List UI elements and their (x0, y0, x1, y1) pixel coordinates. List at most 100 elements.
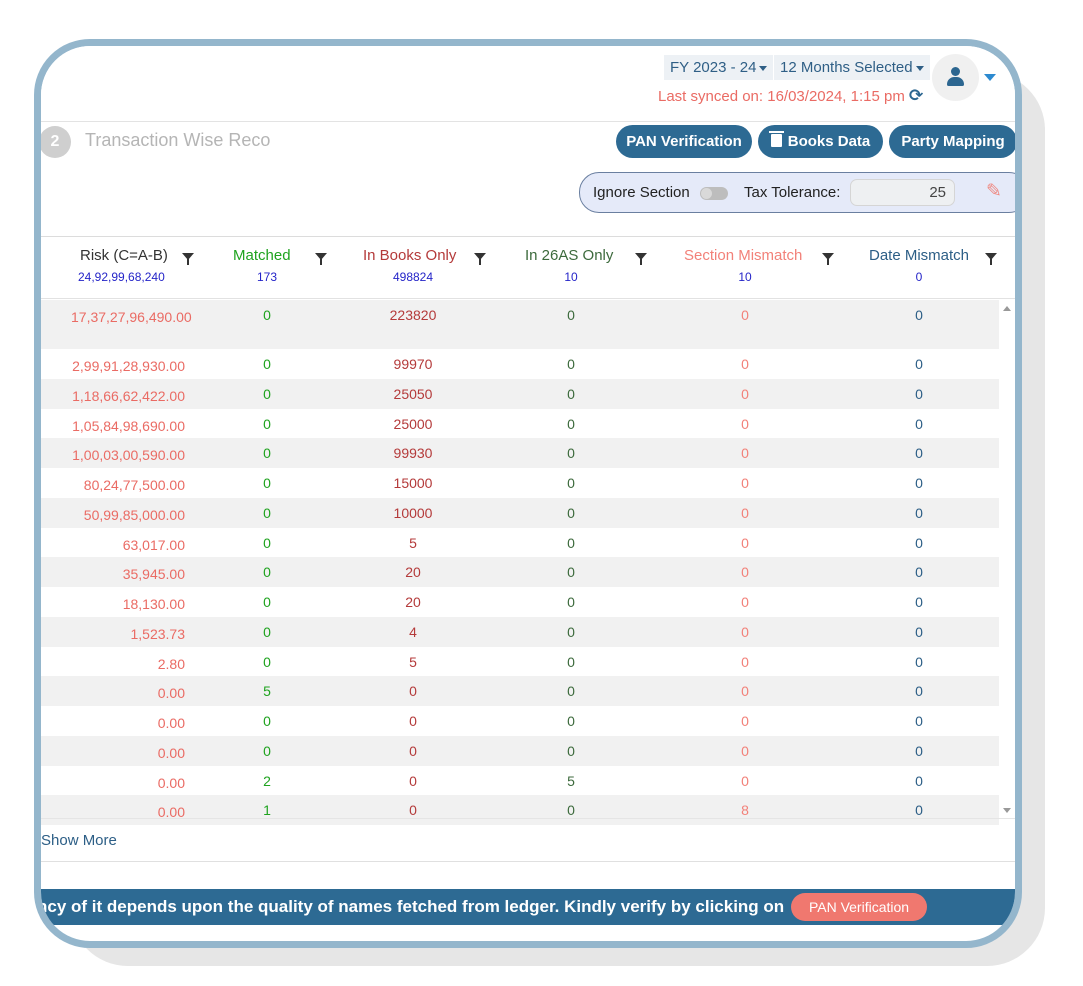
pan-verification-button[interactable]: PAN Verification (616, 125, 752, 158)
show-more-link[interactable]: Show More (41, 832, 117, 849)
divider (41, 236, 1015, 237)
column-header: Matched (233, 247, 327, 265)
risk-cell: 35,945.00 (122, 566, 185, 583)
table-row[interactable]: 0.00 0 0 0 0 0 (41, 735, 999, 766)
date-mismatch-cell: 0 (915, 445, 923, 462)
risk-cell: 2.80 (157, 655, 185, 672)
books-only-cell: 0 (409, 713, 417, 729)
table-row[interactable]: 2.80 0 5 0 0 0 (41, 647, 999, 677)
risk-cell: 1,00,03,00,590.00 (72, 447, 185, 464)
books-data-button[interactable]: Books Data (758, 125, 883, 158)
section-mismatch-cell: 0 (741, 445, 749, 462)
step-title[interactable]: Transaction Wise Reco (85, 130, 271, 150)
risk-cell: 2,99,91,28,930.00 (72, 358, 185, 374)
column-label: Section Mismatch (684, 247, 803, 264)
user-menu-caret-icon[interactable] (984, 74, 996, 81)
in-26as-only-cell: 0 (567, 564, 575, 581)
banner-pan-verification-button[interactable]: PAN Verification (791, 893, 927, 921)
chevron-down-icon (915, 65, 924, 71)
filter-icon[interactable] (181, 252, 194, 265)
books-only-cell: 5 (409, 653, 417, 670)
table-row[interactable]: 1,05,84,98,690.00 0 25000 0 0 0 (41, 409, 999, 439)
party-mapping-button[interactable]: Party Mapping (889, 125, 1015, 158)
column-label: In 26AS Only (525, 247, 614, 264)
in-26as-only-cell: 0 (567, 356, 575, 372)
tolerance-panel: Ignore Section Tax Tolerance: 25 ✎ (579, 172, 1015, 213)
in-26as-only-cell: 0 (567, 504, 575, 521)
filter-icon[interactable] (822, 252, 835, 265)
table-row[interactable]: 0.00 0 0 0 0 0 (41, 706, 999, 736)
section-mismatch-cell: 0 (741, 772, 749, 789)
table-row[interactable]: 18,130.00 0 20 0 0 0 (41, 587, 999, 617)
column-header: In Books Only (363, 247, 487, 265)
books-only-cell: 20 (405, 594, 421, 610)
tax-tolerance-input[interactable]: 25 (850, 179, 955, 206)
table-row[interactable]: 1,18,66,62,422.00 0 25050 0 0 0 (41, 378, 999, 409)
filter-icon[interactable] (985, 252, 998, 265)
books-data-label: Books Data (787, 133, 871, 150)
column-total: 173 (256, 270, 278, 284)
table-row[interactable]: 1,00,03,00,590.00 0 99930 0 0 0 (41, 438, 999, 468)
section-mismatch-cell: 0 (741, 504, 749, 521)
risk-cell: 0.00 (157, 715, 185, 731)
trash-icon (768, 131, 784, 147)
section-mismatch-cell: 0 (741, 415, 749, 432)
filter-icon[interactable] (314, 252, 327, 265)
table-row[interactable]: 0.00 2 0 5 0 0 (41, 766, 999, 796)
risk-cell: 0.00 (157, 804, 185, 821)
in-26as-only-cell: 0 (567, 713, 575, 729)
section-mismatch-cell: 0 (741, 742, 749, 759)
device-frame: FY 2023 - 24 12 Months Selected Last syn… (34, 39, 1022, 948)
date-mismatch-cell: 0 (915, 713, 923, 729)
user-icon (951, 67, 960, 76)
table-row[interactable]: 1,523.73 0 4 0 0 0 (41, 616, 999, 647)
table-row[interactable]: 17,37,27,96,490.00 0 223820 0 0 0 (41, 300, 999, 349)
sync-icon[interactable]: ⟳ (909, 86, 924, 105)
matched-cell: 0 (263, 564, 271, 581)
column-total: 0 (915, 270, 923, 284)
table-row[interactable]: 0.00 5 0 0 0 0 (41, 676, 999, 706)
table-header: Risk (C=A-B) 24,92,99,68,240 Matched 173… (41, 237, 1015, 299)
ignore-section-toggle[interactable] (700, 187, 728, 200)
table-row[interactable]: 50,99,85,000.00 0 10000 0 0 0 (41, 497, 999, 528)
books-only-cell: 4 (409, 623, 417, 640)
avatar[interactable] (932, 54, 979, 101)
date-mismatch-cell: 0 (915, 683, 923, 700)
date-mismatch-cell: 0 (915, 385, 923, 402)
section-mismatch-cell: 0 (741, 564, 749, 581)
months-dropdown[interactable]: 12 Months Selected (774, 55, 930, 80)
risk-cell: 0.00 (157, 774, 185, 791)
fy-dropdown[interactable]: FY 2023 - 24 (664, 55, 774, 80)
top-bar: FY 2023 - 24 12 Months Selected Last syn… (41, 46, 1015, 122)
table-row[interactable]: 35,945.00 0 20 0 0 0 (41, 557, 999, 587)
filter-icon[interactable] (474, 252, 487, 265)
column-total: 498824 (392, 270, 434, 284)
books-only-cell: 15000 (393, 475, 433, 491)
table-row[interactable]: 2,99,91,28,930.00 0 99970 0 0 0 (41, 349, 999, 379)
filter-icon[interactable] (635, 252, 648, 265)
risk-cell: 0.00 (157, 685, 185, 702)
chevron-down-icon (759, 65, 768, 71)
date-mismatch-cell: 0 (915, 772, 923, 789)
table-body: 17,37,27,96,490.00 0 223820 0 0 0 2,99,91,28,9… (41, 300, 999, 825)
info-banner: ncy of it depends upon the quality of na… (41, 889, 1015, 925)
in-26as-only-cell: 0 (567, 653, 575, 670)
table-row[interactable]: 80,24,77,500.00 0 15000 0 0 0 (41, 468, 999, 498)
section-mismatch-cell: 0 (741, 307, 749, 323)
column-total: 10 (738, 270, 752, 284)
table-row[interactable]: 0.00 1 0 0 8 0 (41, 795, 999, 825)
books-only-cell: 0 (409, 683, 417, 700)
scroll-up-icon[interactable] (1003, 306, 1011, 311)
pencil-icon[interactable]: ✎ (986, 181, 1002, 202)
scroll-down-icon[interactable] (1003, 808, 1011, 813)
matched-cell: 0 (263, 653, 271, 670)
matched-cell: 2 (263, 772, 271, 789)
column-header: Date Mismatch (869, 247, 998, 265)
table-row[interactable]: 63,017.00 0 5 0 0 0 (41, 528, 999, 558)
books-only-cell: 5 (409, 534, 417, 551)
divider (41, 818, 1015, 819)
matched-cell: 0 (263, 623, 271, 640)
risk-cell: 80,24,77,500.00 (83, 477, 185, 493)
in-26as-only-cell: 0 (567, 534, 575, 551)
column-header: Risk (C=A-B) (80, 247, 194, 265)
